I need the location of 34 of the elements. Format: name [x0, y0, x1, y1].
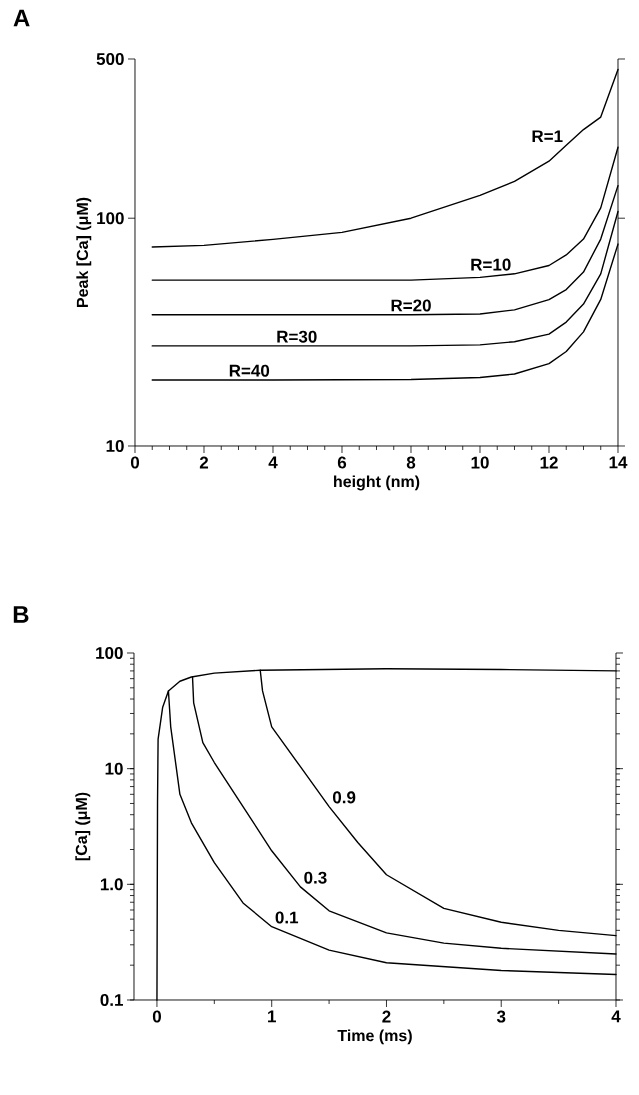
y-tick-label: 10 — [106, 439, 124, 453]
x-tick-label: 3 — [496, 1010, 506, 1023]
x-tick-label: 10 — [471, 456, 489, 469]
series-label: R=10 — [471, 258, 511, 271]
x-tick-label: 8 — [406, 456, 416, 469]
x-axis-title: Time (ms) — [337, 1029, 412, 1045]
y-tick-label: 1.0 — [100, 878, 123, 891]
y-tick-label: 100 — [97, 212, 124, 225]
y-tick-label: 500 — [96, 52, 124, 66]
x-tick-label: 6 — [337, 456, 347, 469]
x-tick-label: 0 — [152, 1010, 161, 1023]
series-label: 0.3 — [304, 871, 327, 884]
chart-title: B — [13, 606, 29, 623]
series-label: 0.1 — [275, 911, 299, 924]
x-tick-label: 2 — [382, 1010, 391, 1023]
series-label: R=30 — [277, 330, 317, 343]
y-tick-label: 100 — [96, 646, 123, 660]
y-tick-label: 10 — [105, 762, 123, 775]
x-axis-title: height (nm) — [334, 475, 420, 491]
x-tick-label: 4 — [268, 456, 278, 469]
x-tick-label: 12 — [540, 456, 558, 469]
y-axis-title: Peak [Ca] (μM) — [76, 197, 92, 307]
series-label: R=40 — [229, 364, 270, 377]
series-label: 0.9 — [332, 791, 356, 804]
series-label: R=1 — [532, 130, 563, 143]
x-tick-label: 4 — [611, 1010, 621, 1023]
x-tick-label: 14 — [609, 456, 628, 469]
chart-title: A — [13, 9, 30, 27]
x-tick-label: 2 — [199, 456, 209, 469]
y-tick-label: 0.1 — [100, 993, 123, 1007]
series-label: R=20 — [391, 299, 431, 312]
x-tick-label: 1 — [268, 1010, 276, 1023]
x-tick-label: 0 — [130, 456, 140, 469]
y-axis-title: [Ca] (μM) — [75, 792, 91, 861]
